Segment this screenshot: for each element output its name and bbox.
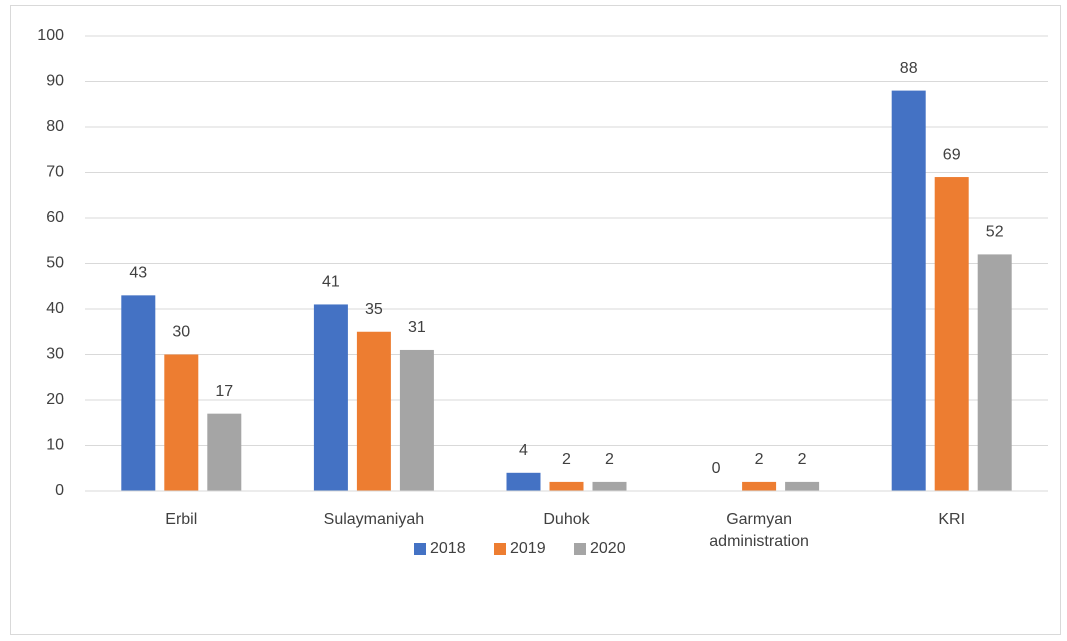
legend-swatch (574, 543, 586, 555)
data-label: 41 (322, 274, 340, 291)
x-tick-label: Duhok (543, 511, 590, 528)
data-label: 88 (900, 60, 918, 77)
bar (742, 481, 777, 491)
data-label: 4 (519, 442, 528, 459)
y-tick-label: 30 (46, 346, 64, 363)
bar (399, 349, 434, 491)
data-label: 52 (986, 224, 1004, 241)
data-label: 2 (605, 451, 614, 468)
data-label: 31 (408, 319, 426, 336)
legend-label: 2020 (590, 540, 626, 557)
x-tick-label: Erbil (165, 511, 198, 528)
x-tick-label: Sulaymaniyah (323, 511, 425, 528)
bar (506, 472, 541, 491)
bar (121, 295, 156, 491)
y-tick-label: 50 (46, 255, 64, 272)
bar (977, 254, 1012, 491)
legend-swatch (494, 543, 506, 555)
data-label: 2 (562, 451, 571, 468)
y-tick-label: 20 (46, 391, 64, 408)
y-tick-label: 0 (55, 482, 64, 499)
bar (785, 481, 820, 491)
data-label: 2 (755, 451, 764, 468)
bar (592, 481, 627, 491)
y-tick-label: 10 (46, 437, 64, 454)
chart-border (10, 5, 1061, 635)
bar (164, 354, 199, 491)
y-tick-label: 40 (46, 300, 64, 317)
y-tick-label: 70 (46, 164, 64, 181)
data-label: 17 (215, 383, 233, 400)
y-tick-label: 90 (46, 73, 64, 90)
x-tick-label: Garmyan administration (709, 511, 809, 550)
bar (356, 331, 391, 491)
data-label: 30 (172, 324, 190, 341)
y-tick-label: 100 (37, 27, 64, 44)
data-label: 0 (712, 460, 721, 477)
data-label: 35 (365, 301, 383, 318)
legend-label: 2018 (430, 540, 466, 557)
bar (549, 481, 584, 491)
bar (891, 90, 926, 491)
bar (207, 413, 242, 491)
bar (313, 304, 348, 491)
data-label: 2 (798, 451, 807, 468)
data-label: 69 (943, 146, 961, 163)
x-tick-label: KRI (938, 511, 966, 528)
legend-label: 2019 (510, 540, 546, 557)
legend-swatch (414, 543, 426, 555)
y-tick-label: 60 (46, 209, 64, 226)
bar (934, 177, 969, 492)
data-label: 43 (129, 265, 147, 282)
y-tick-label: 80 (46, 118, 64, 135)
